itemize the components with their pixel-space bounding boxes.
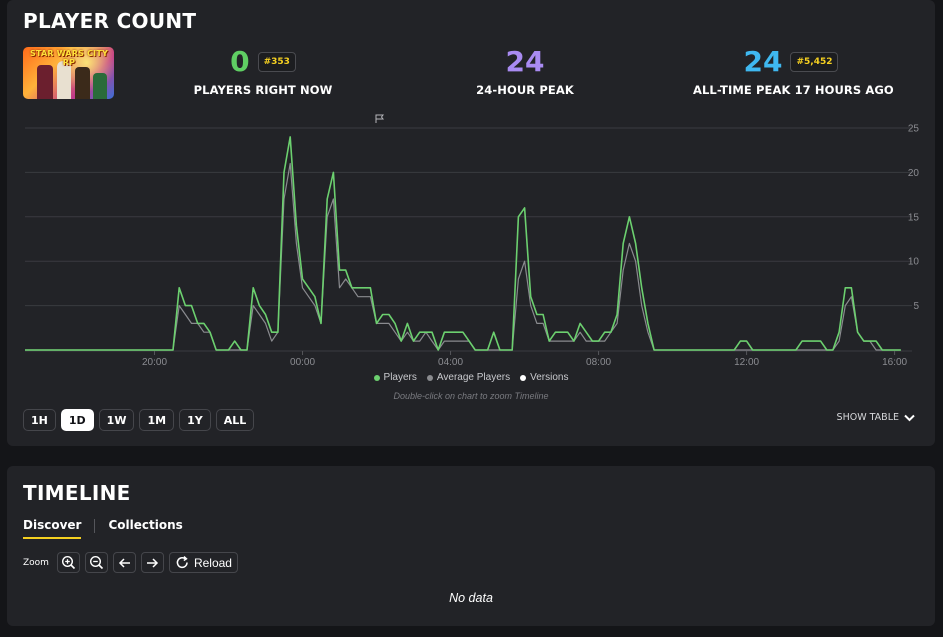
y-tick-label: 5 xyxy=(913,301,919,312)
legend-players-dot xyxy=(373,374,380,381)
stat-players-now: 0 #353 PLAYERS RIGHT NOW xyxy=(193,45,333,98)
legend-versions[interactable]: Versions xyxy=(520,372,568,383)
zoom-out-icon xyxy=(89,555,104,570)
timeline-card: TIMELINE Discover Collections Zoom xyxy=(7,466,935,626)
peak-24h-label: 24-HOUR PEAK xyxy=(476,83,574,97)
chevron-down-icon xyxy=(904,414,915,421)
thumbnail-figure xyxy=(37,65,53,99)
thumbnail-figure xyxy=(57,61,71,99)
chart-grid xyxy=(25,127,912,352)
reload-icon xyxy=(176,555,188,569)
all-time-rank-badge: #5,452 xyxy=(790,52,839,72)
chart-legend: Players Average Players Versions xyxy=(7,372,935,383)
zoom-label: Zoom xyxy=(23,557,49,568)
stat-all-time-peak: 24 #5,452 ALL-TIME PEAK 17 HOURS AGO xyxy=(693,45,894,98)
timeline-zoom-controls: Zoom xyxy=(23,552,238,573)
zoom-in-icon xyxy=(61,555,76,570)
players-now-value: 0 xyxy=(230,45,250,78)
range-button-1d[interactable]: 1D xyxy=(60,409,94,431)
legend-players[interactable]: Players xyxy=(373,372,417,383)
x-tick-label: 20:00 xyxy=(142,357,167,368)
x-tick-label: 12:00 xyxy=(734,357,759,368)
player-count-chart[interactable]: 5 10 15 20 25 20:00 00:00 04:00 08:00 12:00 16:00 xyxy=(7,0,935,370)
timeline-empty-state: No data xyxy=(449,591,493,605)
version-flag-marker[interactable] xyxy=(375,114,384,123)
x-tick-label: 00:00 xyxy=(290,357,315,368)
legend-versions-label: Versions xyxy=(530,372,569,383)
thumbnail-figure xyxy=(93,73,107,99)
all-time-peak-label: ALL-TIME PEAK 17 HOURS AGO xyxy=(693,83,894,97)
time-range-selector: 1H 1D 1W 1M 1Y ALL xyxy=(23,409,255,431)
player-count-title: PLAYER COUNT xyxy=(23,9,197,33)
y-tick-label: 10 xyxy=(908,257,920,268)
legend-average-players[interactable]: Average Players xyxy=(426,372,511,383)
move-left-button[interactable] xyxy=(112,552,136,573)
chart-series xyxy=(25,136,901,351)
x-tick-label: 04:00 xyxy=(438,357,463,368)
range-button-all[interactable]: ALL xyxy=(215,409,255,431)
legend-average-dot xyxy=(426,374,433,381)
all-time-peak-value: 24 xyxy=(743,45,783,78)
legend-players-label: Players xyxy=(383,372,417,383)
tab-divider xyxy=(94,519,96,533)
players-series-line[interactable] xyxy=(25,136,901,351)
arrow-right-icon xyxy=(146,557,159,568)
tab-collections[interactable]: Collections xyxy=(108,518,183,532)
average-players-series-line[interactable] xyxy=(25,162,901,351)
chart-zoom-hint: Double-click on chart to zoom Timeline xyxy=(393,391,549,401)
thumbnail-logo: STAR WARS CITY RP xyxy=(30,49,108,67)
reload-button[interactable]: Reload xyxy=(168,552,238,573)
range-button-1h[interactable]: 1H xyxy=(23,409,56,431)
zoom-out-button[interactable] xyxy=(84,552,108,573)
player-count-card: PLAYER COUNT STAR WARS CITY RP 0 #353 PL… xyxy=(7,0,935,446)
timeline-title: TIMELINE xyxy=(23,481,131,505)
y-tick-label: 25 xyxy=(908,124,920,135)
chart-axes: 5 10 15 20 25 20:00 00:00 04:00 08:00 12:00 16:00 xyxy=(142,124,919,369)
legend-versions-dot xyxy=(520,374,527,381)
island-thumbnail[interactable]: STAR WARS CITY RP xyxy=(23,47,114,99)
range-button-1m[interactable]: 1M xyxy=(139,409,175,431)
range-button-1w[interactable]: 1W xyxy=(98,409,135,431)
peak-24h-value: 24 xyxy=(505,45,545,78)
zoom-in-button[interactable] xyxy=(56,552,80,573)
x-tick-label: 08:00 xyxy=(586,357,611,368)
move-right-button[interactable] xyxy=(140,552,164,573)
thumbnail-figure xyxy=(75,67,90,99)
timeline-tabs: Discover Collections xyxy=(23,518,183,539)
reload-label: Reload xyxy=(193,555,232,570)
legend-average-label: Average Players xyxy=(436,372,511,383)
flag-icon[interactable] xyxy=(375,114,384,123)
tab-discover[interactable]: Discover xyxy=(23,518,82,539)
range-button-1y[interactable]: 1Y xyxy=(179,409,211,431)
arrow-left-icon xyxy=(118,557,130,568)
x-tick-label: 16:00 xyxy=(882,357,907,368)
y-tick-label: 20 xyxy=(908,168,920,179)
y-tick-label: 15 xyxy=(908,212,920,223)
show-table-toggle[interactable]: SHOW TABLE xyxy=(837,412,915,423)
players-now-rank-badge: #353 xyxy=(257,52,296,72)
show-table-label: SHOW TABLE xyxy=(836,412,899,423)
stat-24h-peak: 24 24-HOUR PEAK xyxy=(460,45,590,98)
players-now-label: PLAYERS RIGHT NOW xyxy=(193,83,333,97)
